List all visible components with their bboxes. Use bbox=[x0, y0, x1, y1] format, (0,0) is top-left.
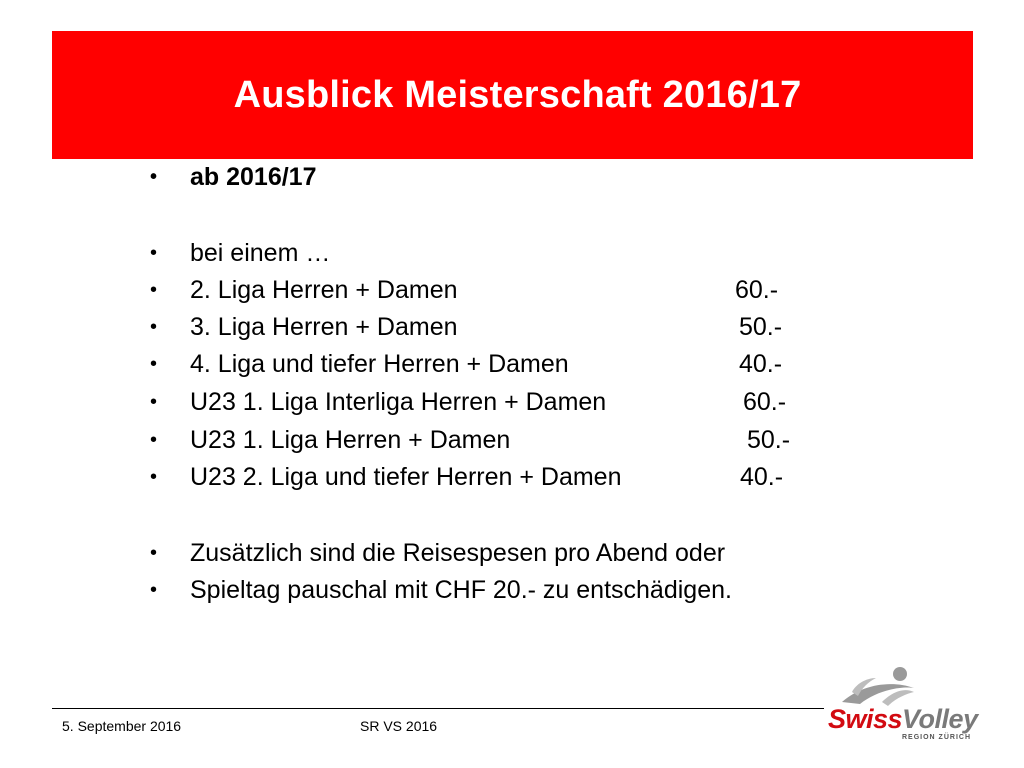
title-bar: Ausblick Meisterschaft 2016/17 bbox=[52, 31, 973, 159]
logo-subtitle: REGION ZÜRICH bbox=[902, 734, 971, 741]
bullet-icon: • bbox=[150, 166, 158, 188]
price-value: 60.- bbox=[735, 276, 779, 304]
list-item-text: 4. Liga und tiefer Herren + Damen bbox=[190, 350, 569, 378]
list-item-text: U23 1. Liga Herren + Damen bbox=[190, 426, 511, 454]
swissvolley-logo: SwissVolley REGION ZÜRICH bbox=[822, 662, 986, 748]
footer-center-text: SR VS 2016 bbox=[360, 718, 438, 734]
bullet-icon: • bbox=[150, 279, 158, 301]
price-value: 40.- bbox=[740, 463, 784, 491]
volleyball-player-icon bbox=[842, 667, 914, 706]
list-item-text: U23 1. Liga Interliga Herren + Damen bbox=[190, 388, 607, 416]
list-item-text: ab 2016/17 bbox=[190, 163, 317, 191]
bullet-icon: • bbox=[150, 242, 158, 264]
list-item-text: bei einem … bbox=[190, 239, 331, 267]
bullet-icon: • bbox=[150, 391, 158, 413]
price-value: 50.- bbox=[747, 426, 791, 454]
price-value: 60.- bbox=[743, 388, 787, 416]
slide-title: Ausblick Meisterschaft 2016/17 bbox=[233, 73, 802, 116]
list-item-text: Spieltag pauschal mit CHF 20.- zu entsch… bbox=[190, 576, 732, 604]
list-item-text: Zusätzlich sind die Reisespesen pro Aben… bbox=[190, 539, 726, 567]
price-value: 40.- bbox=[739, 350, 783, 378]
bullet-icon: • bbox=[150, 466, 158, 488]
bullet-icon: • bbox=[150, 429, 158, 451]
price-value: 50.- bbox=[739, 313, 783, 341]
footer-divider bbox=[52, 708, 824, 709]
logo-wordmark: SwissVolley bbox=[828, 704, 978, 734]
list-item-text: U23 2. Liga und tiefer Herren + Damen bbox=[190, 463, 622, 491]
bullet-icon: • bbox=[150, 316, 158, 338]
list-item-text: 3. Liga Herren + Damen bbox=[190, 313, 458, 341]
bullet-icon: • bbox=[150, 353, 158, 375]
bullet-icon: • bbox=[150, 542, 158, 564]
list-item-text: 2. Liga Herren + Damen bbox=[190, 276, 458, 304]
bullet-icon: • bbox=[150, 579, 158, 601]
footer-date: 5. September 2016 bbox=[62, 718, 182, 734]
